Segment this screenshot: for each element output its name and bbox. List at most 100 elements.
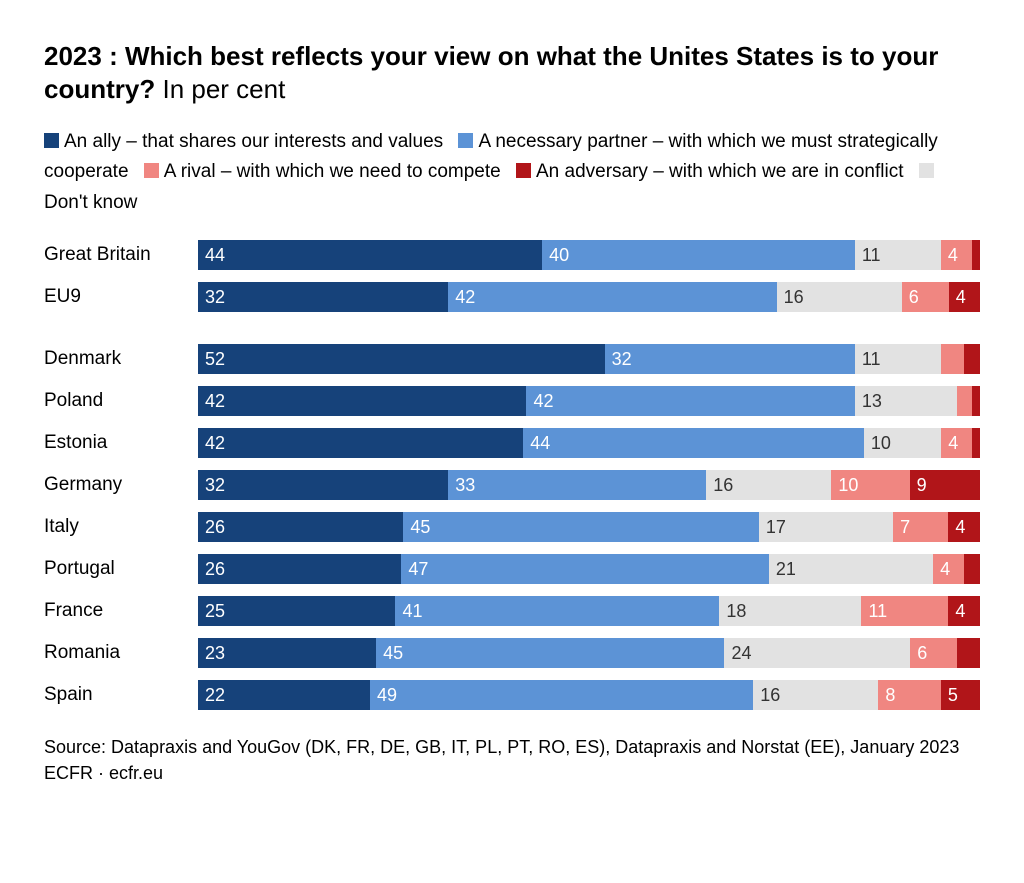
bar-segment-ally: 26 (198, 554, 401, 584)
row-label: France (44, 600, 198, 622)
segment-value: 25 (205, 601, 225, 622)
segment-value: 32 (205, 287, 225, 308)
bar-segment-partner: 42 (526, 386, 854, 416)
bar-segment-adversary: 4 (948, 512, 980, 542)
segment-value: 13 (862, 391, 882, 412)
row-label: Poland (44, 390, 198, 412)
stacked-bar-chart: Great Britain4440114EU932421664Denmark52… (44, 236, 980, 714)
bar-segment-ally: 26 (198, 512, 403, 542)
bar-segment-rival: 7 (893, 512, 948, 542)
chart-row: Portugal 26 47 21 4 (44, 550, 980, 588)
segment-value: 33 (455, 475, 475, 496)
segment-value: 11 (862, 349, 881, 370)
segment-value: 22 (205, 685, 225, 706)
chart-row: Denmark52 32 11 (44, 340, 980, 378)
segment-value: 6 (909, 287, 919, 308)
bar-segment-ally: 22 (198, 680, 370, 710)
segment-value: 4 (955, 517, 965, 538)
bar-segment-adversary (972, 240, 980, 270)
bar-segment-dk: 21 (769, 554, 933, 584)
bar-segment-partner: 45 (376, 638, 724, 668)
bar-segment-rival: 11 (861, 596, 948, 626)
bar-segment-ally: 52 (198, 344, 605, 374)
row-label: Romania (44, 642, 198, 664)
chart-footer: Source: Datapraxis and YouGov (DK, FR, D… (44, 734, 980, 786)
title-sub: In per cent (162, 74, 285, 104)
row-label: Denmark (44, 348, 198, 370)
segment-value: 42 (533, 391, 553, 412)
segment-value: 4 (940, 559, 950, 580)
bar-track: 32 33 16 10 9 (198, 470, 980, 500)
bar-segment-rival: 10 (831, 470, 909, 500)
row-label: Spain (44, 684, 198, 706)
bar-segment-ally: 23 (198, 638, 376, 668)
segment-value: 24 (731, 643, 751, 664)
segment-value: 32 (205, 475, 225, 496)
row-label: Great Britain (44, 244, 198, 266)
bar-segment-partner: 41 (395, 596, 719, 626)
chart-row: France254118114 (44, 592, 980, 630)
bar-segment-rival: 4 (933, 554, 964, 584)
legend-swatch (919, 163, 934, 178)
segment-value: 42 (205, 433, 225, 454)
segment-value: 18 (726, 601, 746, 622)
bar-track: 424213 (198, 386, 980, 416)
segment-value: 49 (377, 685, 397, 706)
segment-value: 32 (612, 349, 632, 370)
bar-segment-partner: 33 (448, 470, 706, 500)
segment-value: 9 (917, 475, 927, 496)
segment-value: 26 (205, 517, 225, 538)
bar-segment-ally: 32 (198, 282, 448, 312)
legend: An ally – that shares our interests and … (44, 127, 980, 218)
bar-track: 52 32 11 (198, 344, 980, 374)
legend-label: An ally – that shares our interests and … (64, 131, 443, 152)
segment-value: 8 (885, 685, 895, 706)
segment-value: 17 (766, 517, 786, 538)
segment-value: 16 (760, 685, 780, 706)
legend-label: An adversary – with which we are in conf… (536, 161, 904, 182)
chart-row: Poland424213 (44, 382, 980, 420)
segment-value: 44 (530, 433, 550, 454)
bar-segment-dk: 18 (719, 596, 861, 626)
segment-value: 11 (868, 601, 887, 622)
bar-segment-rival: 4 (941, 240, 972, 270)
segment-value: 6 (917, 643, 927, 664)
legend-item: A rival – with which we need to compete (144, 161, 501, 182)
bar-segment-partner: 32 (605, 344, 855, 374)
legend-swatch (144, 163, 159, 178)
source-line: Source: Datapraxis and YouGov (DK, FR, D… (44, 734, 980, 760)
bar-segment-partner: 47 (401, 554, 769, 584)
segment-value: 44 (205, 245, 225, 266)
chart-row: Romania2345 24 6 (44, 634, 980, 672)
bar-segment-dk: 10 (864, 428, 941, 458)
segment-value: 45 (410, 517, 430, 538)
segment-value: 7 (900, 517, 910, 538)
segment-value: 47 (408, 559, 428, 580)
row-label: Portugal (44, 558, 198, 580)
bar-segment-ally: 25 (198, 596, 395, 626)
bar-segment-dk: 13 (855, 386, 957, 416)
bar-track: 254118114 (198, 596, 980, 626)
bar-segment-ally: 32 (198, 470, 448, 500)
bar-segment-rival: 8 (878, 680, 941, 710)
attribution-line: ECFR · ecfr.eu (44, 760, 980, 786)
row-label: Germany (44, 474, 198, 496)
segment-value: 26 (205, 559, 225, 580)
segment-value: 4 (956, 287, 966, 308)
bar-segment-dk: 16 (777, 282, 902, 312)
chart-row: Spain22491685 (44, 676, 980, 714)
bar-segment-adversary (964, 554, 980, 584)
row-label: Italy (44, 516, 198, 538)
segment-value: 41 (402, 601, 422, 622)
bar-track: 22491685 (198, 680, 980, 710)
segment-value: 40 (549, 245, 569, 266)
bar-segment-dk: 16 (706, 470, 831, 500)
segment-value: 4 (948, 245, 958, 266)
segment-value: 10 (871, 433, 891, 454)
bar-segment-adversary: 4 (949, 282, 980, 312)
legend-item: An adversary – with which we are in conf… (516, 161, 904, 182)
legend-swatch (516, 163, 531, 178)
row-label: EU9 (44, 286, 198, 308)
legend-label: A rival – with which we need to compete (164, 161, 501, 182)
segment-value: 10 (838, 475, 858, 496)
